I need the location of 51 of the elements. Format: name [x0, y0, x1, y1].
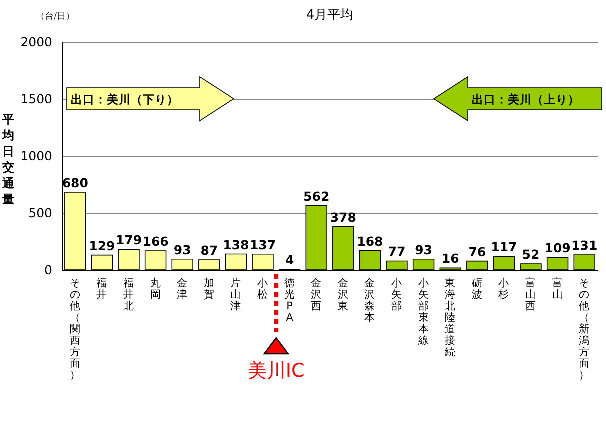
category-label: その他（新潟方面）	[579, 278, 590, 382]
data-label: 4	[285, 252, 294, 268]
x-tick-label: 金津	[177, 278, 188, 301]
x-tick-label: 丸岡	[150, 276, 162, 301]
text: （台/日）	[36, 10, 76, 23]
x-tick-label: 金沢西	[311, 278, 322, 312]
x-tick-label: 東海北陸道接続	[444, 276, 456, 358]
data-label: 52	[522, 247, 540, 262]
data-label: 109	[544, 240, 571, 256]
data-label: 179	[116, 232, 142, 248]
annotation: 出口：美川（下り）	[71, 92, 179, 106]
x-tick-label: 片山津	[230, 276, 242, 312]
data-label: 87	[200, 243, 218, 258]
data-label: 93	[174, 242, 192, 258]
data-label: 77	[388, 244, 406, 260]
x-tick-label: 砺波	[470, 278, 483, 301]
y-tick-label: 0	[44, 262, 53, 278]
y-tick-label: 1000	[20, 148, 53, 164]
y-axis-title: 平均日交通量	[2, 112, 16, 206]
category-label: その他（関西方面）	[70, 278, 81, 382]
data-label: 131	[572, 238, 598, 254]
data-label: 129	[89, 238, 116, 254]
x-tick-label: 小矢部	[392, 276, 402, 312]
x-tick-label: 富山	[552, 276, 564, 301]
x-tick-label: 徳光PA	[284, 278, 296, 324]
data-label: 138	[223, 237, 250, 252]
data-label: 680	[62, 175, 89, 190]
x-tick-label: 富山西	[526, 276, 536, 312]
x-tick-label: 小矢部東本線	[417, 276, 430, 347]
data-label: 117	[491, 240, 518, 255]
x-tick-label: 加賀	[204, 276, 215, 301]
x-tick-label: 小杉	[498, 276, 510, 301]
x-tick-label: 金沢東	[338, 278, 349, 312]
data-label: 168	[357, 234, 384, 249]
x-tick-label: 小松	[258, 276, 268, 301]
chart-title: 4月平均	[306, 8, 354, 23]
data-label: 378	[330, 210, 356, 225]
annotation: 出口：美川（上り）	[472, 92, 580, 106]
y-tick-label: 500	[28, 206, 53, 220]
data-label: 562	[304, 188, 330, 204]
data-label: 93	[415, 242, 433, 258]
y-tick-label: 1500	[20, 92, 53, 106]
y-tick-label: 2000	[20, 34, 53, 50]
x-tick-label: 金沢森本	[364, 278, 376, 324]
text: 美川IC	[248, 359, 305, 384]
x-tick-label: 福井北	[124, 276, 134, 312]
data-label: 137	[250, 237, 276, 252]
data-label: 76	[468, 244, 486, 260]
x-tick-label: 福井	[96, 276, 108, 301]
data-label: 16	[442, 251, 460, 266]
data-label: 166	[142, 234, 170, 250]
